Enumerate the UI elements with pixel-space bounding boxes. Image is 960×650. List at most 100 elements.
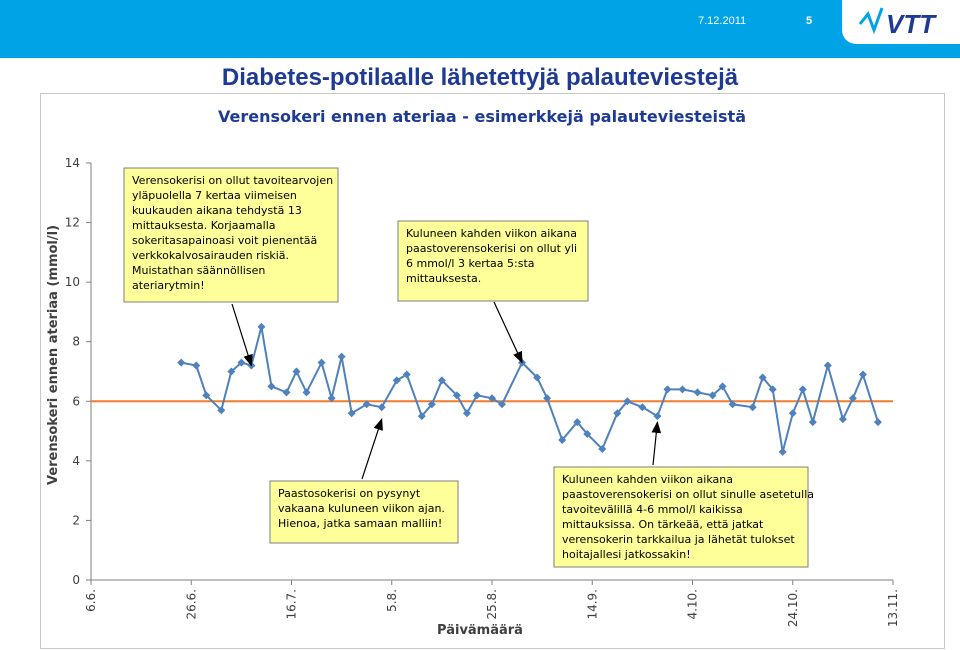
data-point (543, 394, 552, 403)
note-line: Kuluneen kahden viikon aikana (406, 227, 577, 240)
data-point (177, 358, 186, 367)
y-tick-label: 12 (65, 216, 80, 230)
data-point (377, 403, 386, 412)
data-point (337, 352, 346, 361)
data-point (192, 361, 201, 370)
note-arrow (231, 303, 253, 367)
note-box (123, 167, 339, 303)
data-point (748, 403, 757, 412)
x-tick-label: 13.11. (886, 589, 900, 627)
data-point (653, 412, 662, 421)
note-line: Verensokerisi on ollut tavoitearvojen (132, 174, 333, 187)
feedback-note: Kuluneen kahden viikon aikana paastoveren… (553, 420, 814, 568)
data-point (362, 400, 371, 409)
header-date: 7.12.2011 (698, 15, 747, 27)
note-line: Kuluneen kahden viikon aikana (562, 473, 733, 486)
data-point (708, 391, 717, 400)
note-line: yläpuolella 7 kertaa viimeisen (132, 189, 297, 202)
note-line: hoitajallesi jatkossakin! (562, 548, 691, 561)
x-tick-label: 6.6. (84, 589, 98, 612)
data-point (282, 388, 291, 397)
data-point (427, 400, 436, 409)
note-line: mittauksesta. Korjaamalla (132, 219, 276, 232)
y-tick-label: 8 (72, 335, 80, 349)
data-point (202, 391, 211, 400)
x-tick-label: 4.10. (686, 589, 700, 620)
x-tick-label: 25.8. (485, 589, 499, 620)
note-line: Muistathan säännöllisen (132, 264, 265, 277)
data-point (237, 358, 246, 367)
data-point (613, 409, 622, 418)
note-arrow (493, 301, 523, 364)
data-point (533, 373, 542, 382)
feedback-note: Paastosokerisi on pysynyt vakaana kulunee… (269, 418, 459, 544)
feedback-note: Kuluneen kahden viikon aikana paastoveren… (397, 220, 589, 364)
data-point (402, 370, 411, 379)
data-point (267, 382, 276, 391)
feedback-note: Verensokerisi on ollut tavoitearvojen ylä… (123, 167, 339, 367)
data-point (678, 385, 687, 394)
data-point (848, 394, 857, 403)
data-point (798, 385, 807, 394)
data-point (437, 376, 446, 385)
x-tick-label: 26.6. (184, 589, 198, 620)
data-point (292, 367, 301, 376)
logo-text: VTT (886, 9, 937, 39)
note-line: verensokerin tarkkailua ja lähetät tulok… (562, 533, 795, 546)
note-line: Hienoa, jatka samaan malliin! (278, 517, 442, 530)
data-point (718, 382, 727, 391)
data-point (838, 415, 847, 424)
data-point (858, 370, 867, 379)
x-tick-label: 5.8. (385, 589, 399, 612)
data-point (693, 388, 702, 397)
data-point (327, 394, 336, 403)
data-point (392, 376, 401, 385)
note-arrow (651, 420, 662, 466)
data-point (452, 391, 461, 400)
note-line: ateriarytmin! (132, 279, 205, 292)
data-point (498, 400, 507, 409)
data-point (758, 373, 767, 382)
data-point (347, 409, 356, 418)
note-line: paastoverensokerisi on ollut sinulle ase… (562, 488, 814, 501)
data-point (462, 409, 471, 418)
note-box (397, 220, 589, 302)
data-point (598, 444, 607, 453)
data-point (488, 394, 496, 403)
data-point (873, 418, 882, 427)
y-tick-label: 0 (72, 573, 80, 587)
x-tick-label: 16.7. (285, 589, 299, 620)
vtt-logo: VTT (842, 0, 960, 44)
data-point (823, 361, 832, 370)
y-tick-label: 2 (72, 513, 80, 527)
note-line: 6 mmol/l 3 kertaa 5:sta (406, 257, 535, 270)
note-arrow (361, 418, 383, 480)
slide-title: Diabetes-potilaalle lähetettyjä palautev… (221, 64, 739, 91)
y-tick-label: 6 (72, 394, 80, 408)
page-number: 5 (806, 15, 813, 27)
data-point (257, 322, 266, 331)
data-point (638, 403, 647, 412)
note-line: Paastosokerisi on pysynyt (278, 487, 421, 500)
data-point (217, 406, 226, 415)
data-point (227, 367, 236, 376)
data-point (583, 430, 592, 439)
note-line: mittauksissa. On tärkeää, että jatkat (562, 518, 764, 531)
data-point (573, 418, 582, 427)
y-tick-label: 14 (65, 156, 80, 170)
data-point (472, 391, 481, 400)
data-point (623, 397, 632, 406)
data-point (778, 447, 787, 456)
note-line: kuukauden aikana tehdystä 13 (132, 204, 302, 217)
note-line: paastoverensokerisi on ollut yli (406, 242, 577, 255)
x-tick-label: 24.10. (786, 589, 800, 627)
chart-title: Verensokeri ennen ateriaa - esimerkkejä … (218, 107, 746, 126)
data-point (788, 409, 797, 418)
data-point (808, 418, 817, 427)
data-point (558, 436, 567, 445)
data-point (417, 412, 426, 421)
data-point (663, 385, 672, 394)
y-tick-label: 4 (72, 454, 80, 468)
note-line: sokeritasapainoasi voit pienentää (132, 234, 317, 247)
